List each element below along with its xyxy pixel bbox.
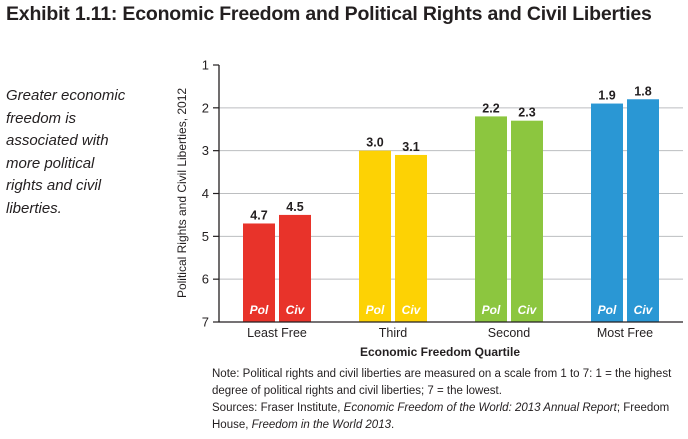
category-label: Least Free: [247, 326, 307, 340]
category-label: Second: [488, 326, 530, 340]
data-label: 3.1: [402, 140, 419, 154]
chart-note: Note: Political rights and civil liberti…: [212, 366, 682, 434]
caption-text: Greater economic freedom is associated w…: [6, 85, 156, 220]
caption-line: freedom is: [6, 109, 77, 127]
y-axis-label: Political Rights and Civil Liberties, 20…: [175, 88, 189, 298]
bar-chart: Political Rights and Civil Liberties, 20…: [175, 58, 683, 359]
caption-line: rights and civil: [6, 177, 102, 194]
series-label: Pol: [598, 303, 617, 317]
caption-line: liberties.: [6, 199, 62, 217]
series-label: Civ: [402, 303, 422, 317]
y-tick-label: 5: [202, 229, 209, 244]
data-label: 2.3: [518, 106, 535, 120]
data-label: 3.0: [366, 136, 383, 150]
category-label: Third: [379, 326, 408, 340]
series-label: Pol: [366, 303, 385, 317]
bar: [475, 116, 507, 323]
sources-line: House, Freedom in the World 2013.: [212, 419, 395, 431]
series-label: Pol: [482, 303, 501, 317]
y-tick-label: 2: [202, 100, 209, 115]
bar: [395, 154, 427, 322]
bar: [243, 223, 275, 322]
series-label: Civ: [286, 303, 306, 317]
series-label: Civ: [518, 303, 538, 317]
data-label: 4.5: [286, 200, 303, 214]
category-label: Most Free: [597, 326, 653, 340]
caption-line: associated with: [6, 132, 109, 149]
x-axis-label: Economic Freedom Quartile: [360, 345, 520, 359]
bar: [591, 103, 623, 322]
data-label: 4.7: [250, 208, 267, 222]
y-tick-label: 1: [202, 58, 209, 73]
bar: [627, 99, 659, 323]
data-label: 1.9: [598, 89, 615, 103]
bar: [511, 120, 543, 322]
data-label: 1.8: [634, 84, 651, 98]
note-line: degree of political rights and civil lib…: [212, 385, 502, 397]
bar: [279, 214, 311, 322]
y-tick-label: 7: [202, 315, 209, 330]
y-tick-label: 4: [202, 186, 209, 201]
series-label: Civ: [634, 303, 654, 317]
series-label: Pol: [250, 303, 269, 317]
y-tick-label: 3: [202, 143, 209, 158]
caption-line: Greater economic: [6, 87, 126, 104]
bar: [359, 150, 391, 322]
chart-title: Exhibit 1.11: Economic Freedom and Polit…: [6, 3, 652, 25]
sources-line: Sources: Fraser Institute, Economic Free…: [212, 402, 670, 414]
caption-line: more political: [6, 154, 95, 172]
data-label: 2.2: [482, 101, 499, 115]
note-line: Note: Political rights and civil liberti…: [212, 368, 672, 380]
y-tick-label: 6: [202, 272, 209, 287]
